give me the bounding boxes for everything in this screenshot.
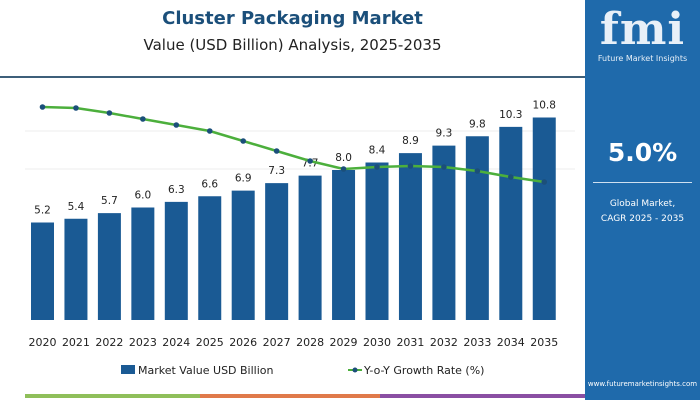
cagr-label-line1: Global Market, (609, 199, 676, 209)
x-tick-label: 2035 (530, 336, 558, 349)
footer-stripe-orange (200, 394, 380, 398)
bar (265, 183, 289, 320)
growth-marker (307, 158, 313, 164)
x-tick-label: 2033 (463, 336, 491, 349)
legend-marker (352, 367, 358, 373)
fmi-logo: fmi (599, 4, 686, 55)
divider (593, 182, 692, 183)
legend-label-market-value: Market Value USD Billion (138, 364, 274, 377)
bar (465, 136, 489, 320)
x-tick-label: 2026 (229, 336, 257, 349)
bar (64, 218, 88, 320)
growth-marker (541, 179, 548, 185)
growth-marker (106, 110, 113, 116)
growth-marker (206, 128, 213, 134)
x-tick-label: 2020 (29, 336, 57, 349)
chart: 5.2 2020 5.4 2021 5.7 2022 6.0 2023 6.3 2024 6.6 20… (25, 100, 575, 377)
bar (398, 153, 422, 320)
bar (499, 126, 523, 320)
footer-stripe-green (25, 394, 200, 398)
cagr-label: Global Market, CAGR 2025 - 2035 (585, 197, 700, 227)
cagr-label-line2: CAGR 2025 - 2035 (600, 214, 685, 224)
bar (131, 207, 155, 320)
bar (231, 190, 255, 320)
x-tick-label: 2028 (296, 336, 324, 349)
data-label: 6.6 (201, 178, 218, 190)
bar (164, 201, 188, 320)
logo-subtitle: Future Market Insights (597, 54, 688, 63)
data-label: 6.3 (168, 184, 185, 196)
data-label: 8.0 (335, 152, 352, 164)
growth-marker (173, 122, 180, 128)
header-divider (0, 76, 585, 78)
growth-marker (407, 163, 414, 169)
bar (198, 196, 222, 320)
growth-marker (140, 116, 146, 122)
website-link[interactable]: www.futuremarketinsights.com (587, 380, 698, 388)
data-label: 6.9 (235, 173, 252, 185)
growth-marker (474, 168, 481, 174)
growth-marker (374, 164, 380, 170)
bar (332, 170, 356, 320)
growth-marker (340, 166, 347, 172)
bar (31, 222, 54, 320)
x-tick-label: 2021 (62, 336, 90, 349)
bar (432, 145, 456, 320)
growth-marker (273, 148, 280, 154)
data-label: 10.8 (533, 100, 556, 112)
growth-marker (73, 105, 79, 111)
data-label: 10.3 (499, 109, 522, 121)
data-label: 7.3 (268, 165, 285, 177)
chart-subtitle: Value (USD Billion) Analysis, 2025-2035 (143, 36, 442, 54)
x-tick-label: 2034 (497, 336, 525, 349)
cagr-value: 5.0% (607, 138, 678, 167)
x-tick-label: 2031 (396, 336, 424, 349)
bar (532, 117, 556, 320)
data-label: 5.7 (101, 195, 118, 207)
footer-stripe-purple (380, 394, 585, 398)
data-label: 5.4 (68, 201, 85, 213)
x-tick-label: 2032 (430, 336, 458, 349)
data-label: 9.3 (436, 128, 453, 140)
legend-swatch-bar (121, 365, 135, 374)
x-tick-label: 2030 (363, 336, 391, 349)
data-label: 6.0 (134, 190, 151, 202)
bar (365, 162, 389, 320)
x-tick-label: 2027 (263, 336, 291, 349)
side-panel: fmi Future Market Insights 5.0% Global M… (585, 0, 700, 400)
growth-line (42, 105, 545, 184)
growth-marker (441, 164, 447, 170)
data-label: 8.9 (402, 135, 419, 147)
data-label: 9.8 (469, 118, 486, 130)
chart-title: Cluster Packaging Market (162, 8, 423, 29)
growth-marker (508, 174, 514, 180)
growth-marker (240, 138, 246, 144)
bar (97, 213, 121, 320)
x-tick-label: 2024 (162, 336, 190, 349)
x-tick-label: 2029 (330, 336, 358, 349)
x-tick-label: 2023 (129, 336, 157, 349)
legend-label-growth-rate: Y-o-Y Growth Rate (%) (363, 364, 484, 377)
data-label: 5.2 (34, 205, 51, 217)
data-label: 8.4 (369, 145, 386, 157)
x-tick-label: 2022 (95, 336, 123, 349)
bar (298, 175, 322, 320)
growth-marker (39, 104, 46, 110)
x-tick-label: 2025 (196, 336, 224, 349)
